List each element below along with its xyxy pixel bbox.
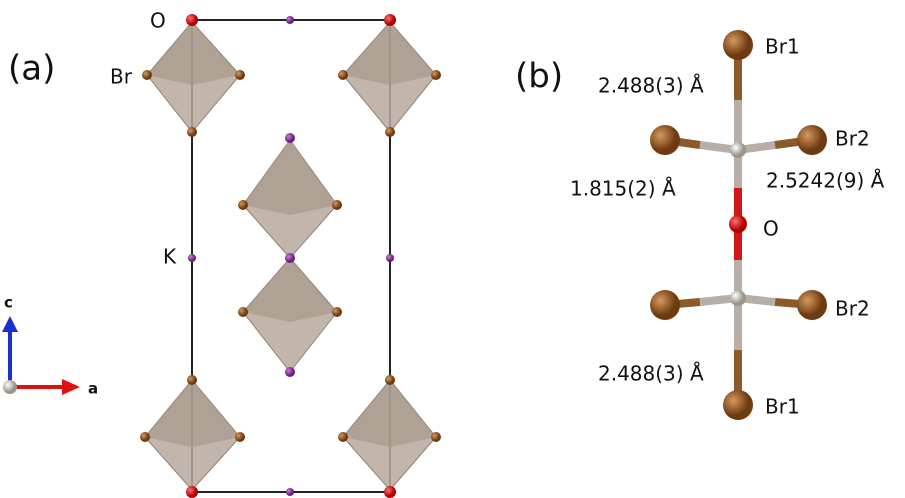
panel-b: (b) Br1 Br2 O Br2 Br1 2.488(3) Å 1.815(2… <box>515 30 885 420</box>
bond-length: 2.5242(9) Å <box>766 169 885 193</box>
atom-label: Br2 <box>835 297 870 321</box>
atom-label: Br1 <box>765 395 800 419</box>
atom-label: K <box>163 245 177 269</box>
axis-label: a <box>88 380 98 398</box>
axes-indicator: c a <box>2 294 98 398</box>
bond-length: 2.488(3) Å <box>598 74 704 98</box>
axis-label: c <box>4 294 13 312</box>
atom-label: Br2 <box>835 127 870 151</box>
bond-length: 2.488(3) Å <box>598 362 704 386</box>
atom-label: Br1 <box>765 35 800 59</box>
panel-label: (a) <box>8 49 55 89</box>
page: (a) O Br K c a (b <box>0 0 905 498</box>
panel-a: (a) O Br K c a <box>2 9 441 498</box>
figure: (a) O Br K c a (b <box>0 0 905 498</box>
panel-label: (b) <box>515 57 563 97</box>
atom-label: O <box>150 9 166 33</box>
atom-label: Br <box>110 65 133 89</box>
bond-length: 1.815(2) Å <box>570 177 676 201</box>
atom-label: O <box>763 217 779 241</box>
